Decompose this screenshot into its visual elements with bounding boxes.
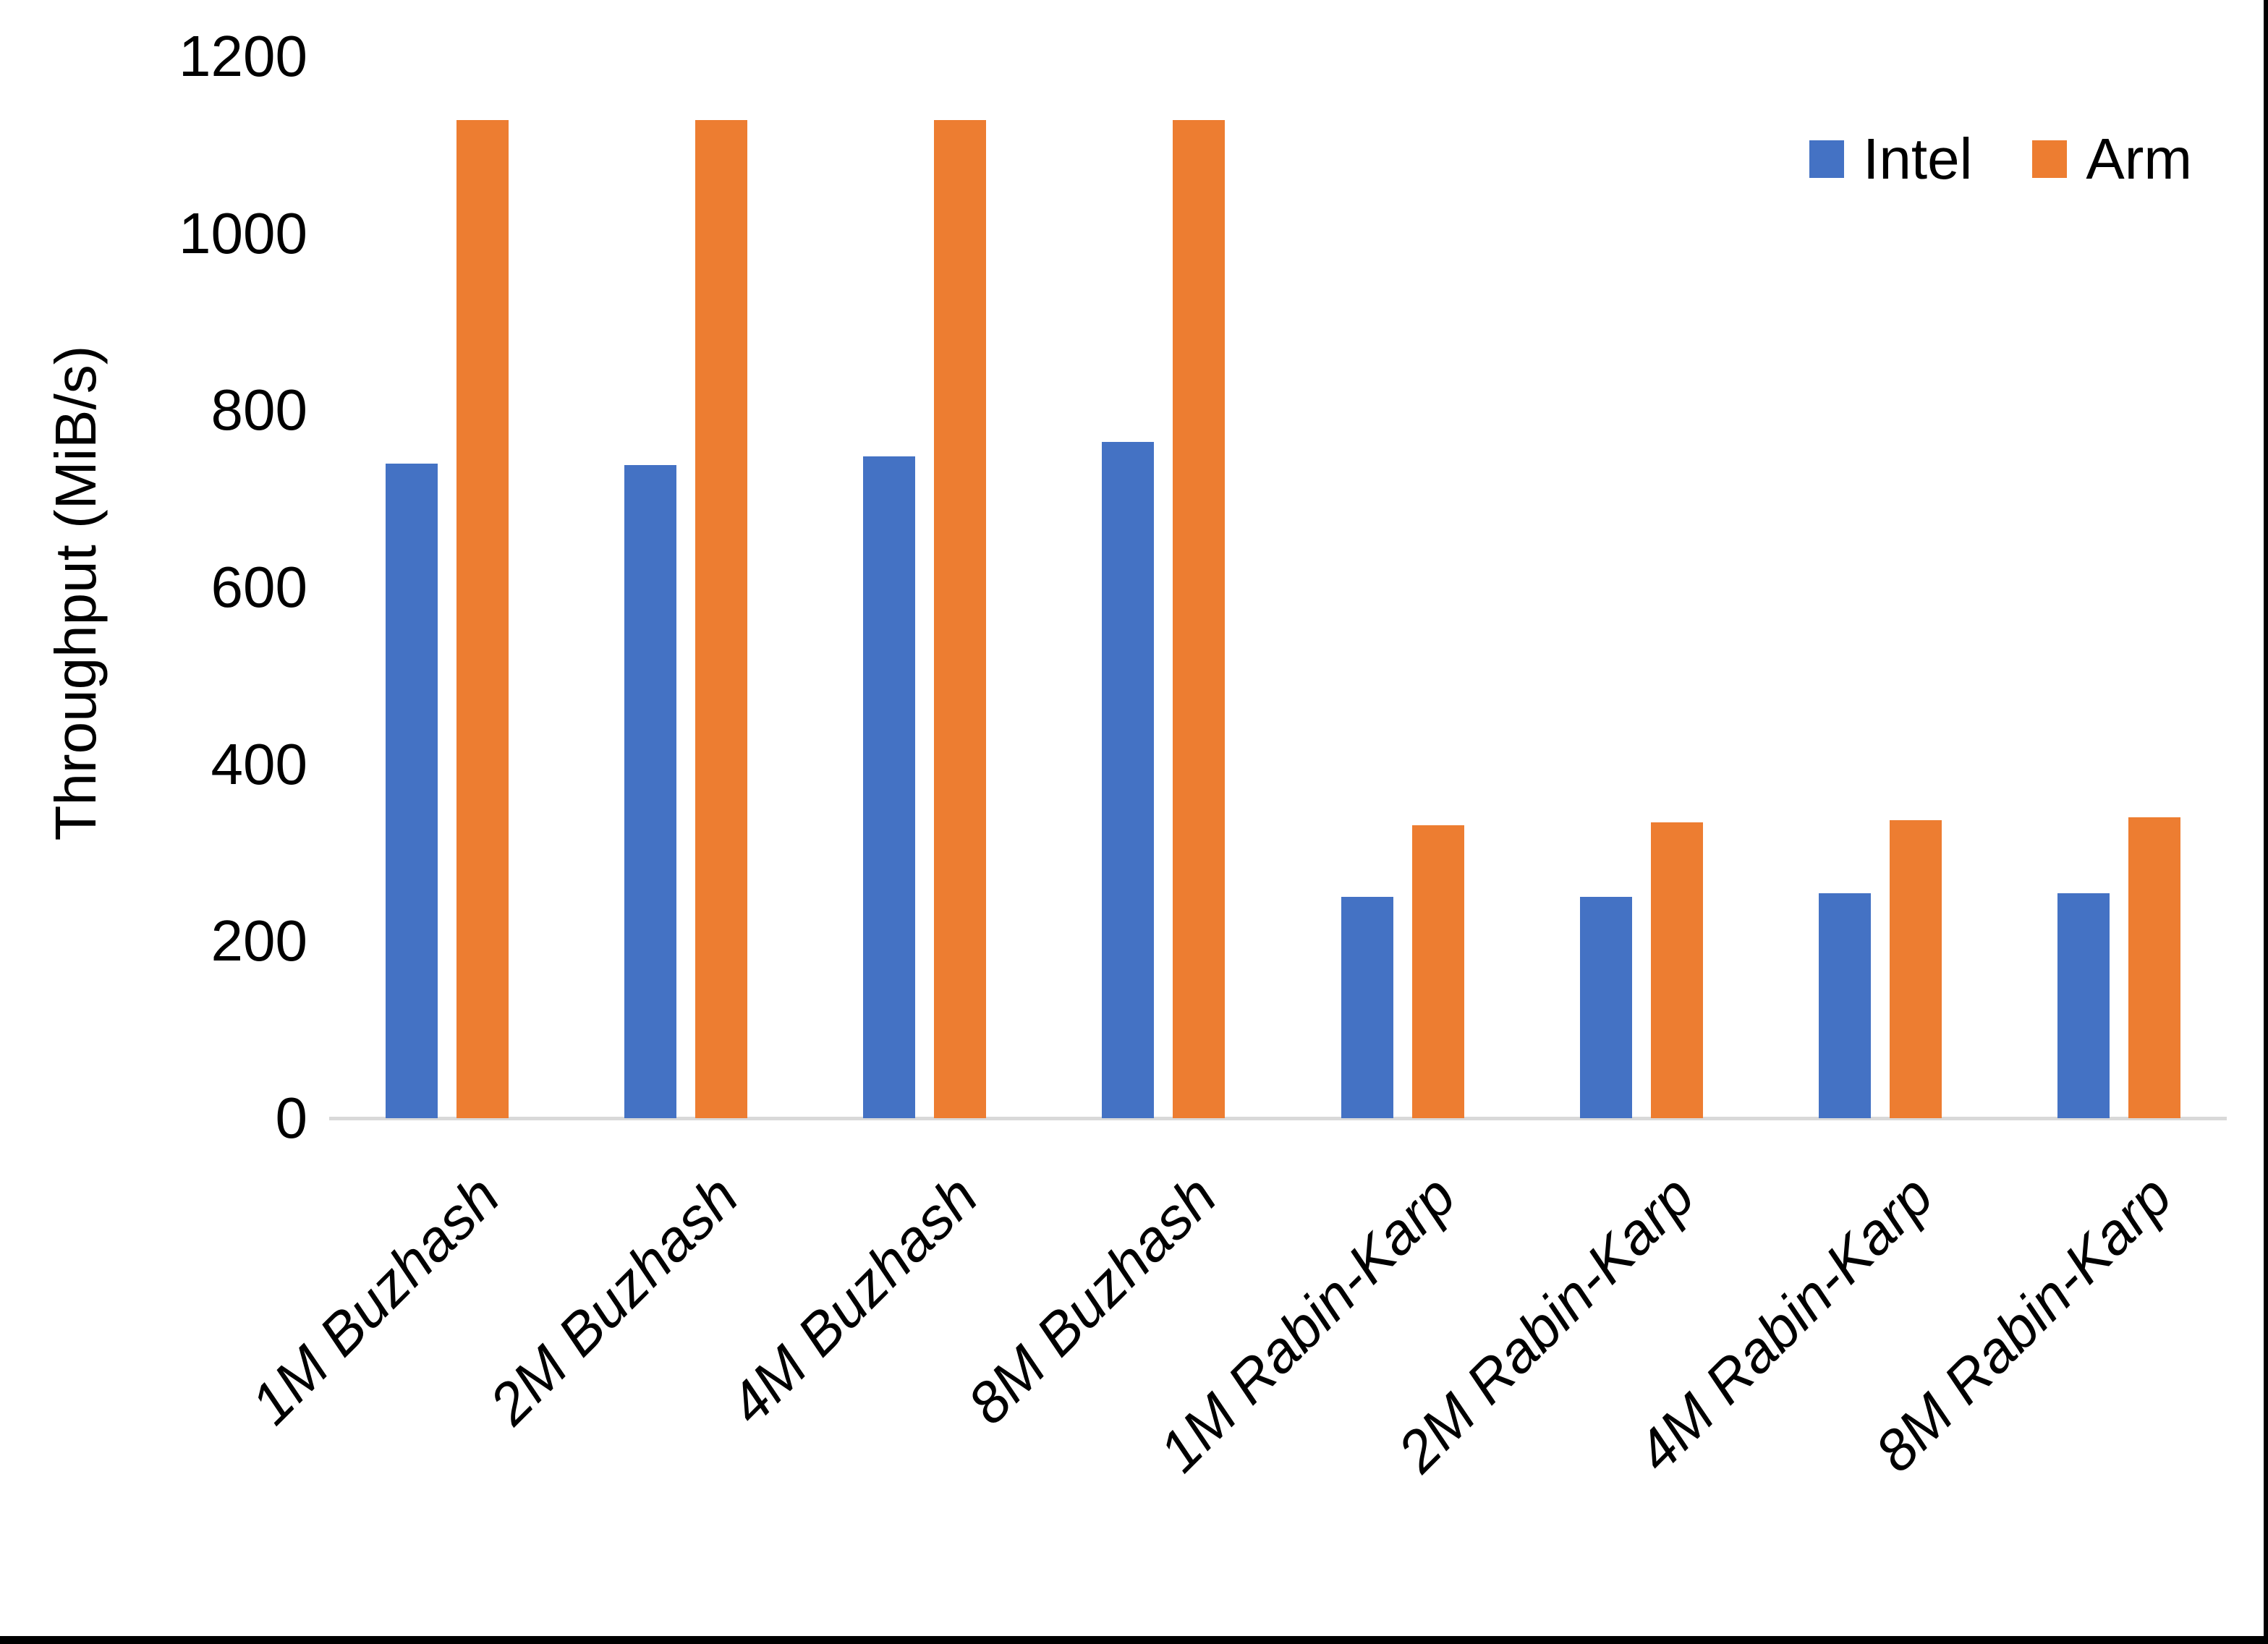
bar-arm-7 [2128, 817, 2180, 1118]
bar-intel-2 [863, 456, 916, 1118]
y-tick-label: 600 [211, 555, 307, 619]
legend-item-arm: Arm [2032, 130, 2192, 188]
screenshot-right-border [2264, 0, 2268, 1644]
y-tick-label: 400 [211, 731, 307, 796]
y-axis-title: Throughput (MiB/s) [43, 345, 108, 841]
bar-arm-0 [456, 120, 509, 1118]
x-category-label: 1M Buzhash [239, 1163, 512, 1436]
bar-intel-7 [2057, 893, 2110, 1118]
x-category-label: 2M Buzhash [477, 1163, 751, 1436]
legend-item-intel: Intel [1809, 130, 1972, 188]
y-tick-label: 1000 [179, 200, 307, 265]
x-axis-line [329, 1117, 2227, 1120]
legend-swatch-intel [1809, 140, 1845, 178]
bar-intel-6 [1818, 893, 1871, 1118]
y-tick-label: 200 [211, 908, 307, 974]
x-category-label: 4M Buzhash [716, 1163, 990, 1436]
bar-intel-0 [386, 463, 438, 1118]
x-category-label: 8M Buzhash [955, 1163, 1228, 1436]
bar-intel-5 [1579, 897, 1632, 1118]
bar-intel-4 [1341, 897, 1393, 1118]
bar-arm-6 [1889, 819, 1942, 1118]
bar-arm-2 [934, 120, 987, 1118]
legend: Intel Arm [1809, 130, 2192, 188]
bar-intel-1 [624, 465, 677, 1118]
bar-arm-3 [1173, 120, 1226, 1118]
legend-swatch-arm [2032, 140, 2068, 178]
y-tick-label: 800 [211, 378, 307, 443]
screenshot-bottom-border [0, 1636, 2268, 1644]
y-tick-label: 1200 [179, 24, 307, 88]
bar-intel-3 [1102, 442, 1155, 1118]
bar-arm-4 [1411, 825, 1464, 1118]
legend-label: Intel [1863, 127, 1973, 191]
bar-arm-5 [1650, 822, 1703, 1118]
bar-arm-1 [695, 120, 748, 1118]
y-tick-label: 0 [275, 1086, 308, 1150]
legend-label: Arm [2086, 127, 2192, 191]
